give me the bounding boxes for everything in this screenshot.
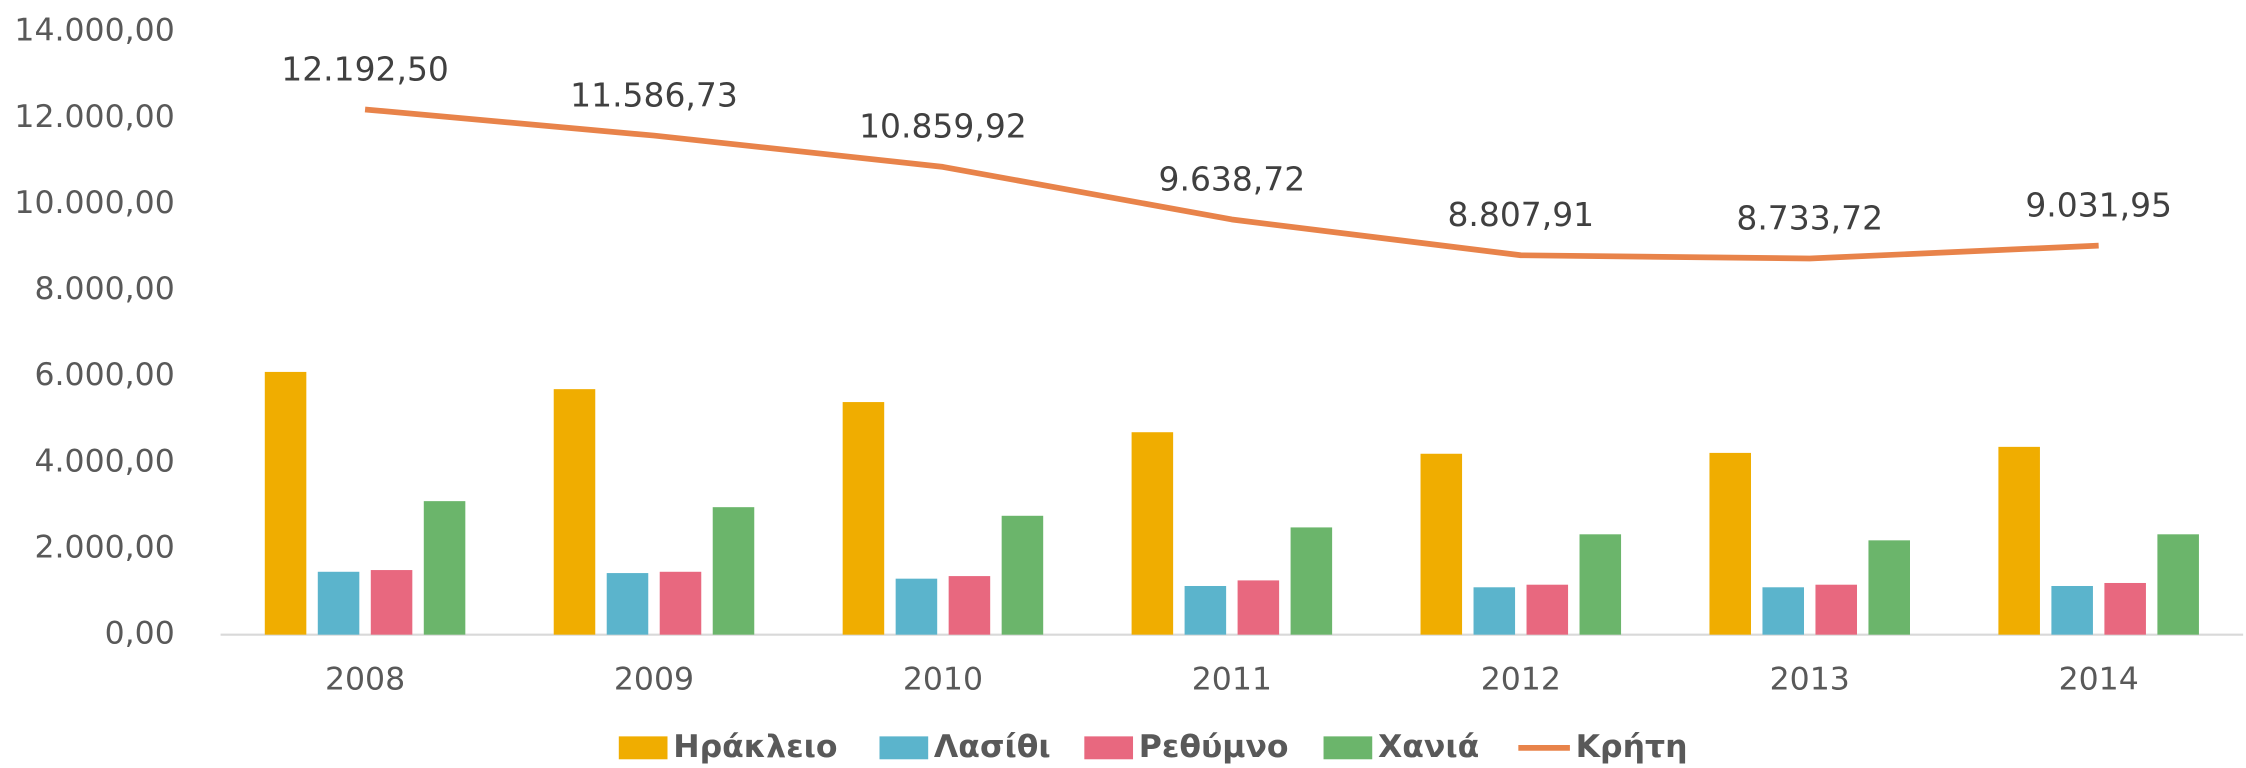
y-tick-label: 10.000,00 [14,185,174,221]
bar [1762,587,1805,635]
y-tick-label: 6.000,00 [34,357,174,393]
bar [553,389,596,635]
bar [1420,453,1463,635]
y-tick-label: 8.000,00 [34,271,174,307]
bar [2104,582,2146,635]
bar [317,571,360,635]
legend-label: Χανιά [1378,729,1479,765]
bar [1290,527,1333,635]
bar [370,570,413,635]
bar [2157,534,2199,635]
bar [1868,540,1911,635]
data-label: 11.586,73 [570,75,738,114]
legend-swatch [618,736,668,760]
x-tick-label: 2009 [614,662,694,698]
bar [659,571,702,635]
bar [1131,432,1174,635]
y-tick-label: 0,00 [105,616,175,652]
bar [1579,534,1622,635]
legend-label: Ηράκλειο [673,729,837,765]
legend-label: Λασίθι [934,729,1051,765]
data-label: 10.859,92 [859,107,1027,146]
y-tick-label: 14.000,00 [14,13,174,49]
bar [1237,580,1280,635]
x-tick-label: 2012 [1481,662,1561,698]
bar [1815,584,1858,635]
legend-label: Ρεθύμνο [1139,729,1289,765]
legend-swatch [1323,736,1373,760]
bar [1526,584,1569,635]
bar [712,507,755,635]
y-tick-label: 12.000,00 [14,99,174,135]
bar [1709,452,1752,635]
x-tick-label: 2011 [1192,662,1272,698]
bar [2051,585,2093,635]
legend-swatch [1084,736,1134,760]
x-tick-label: 2008 [325,662,405,698]
bar [606,573,649,635]
legend-label: Κρήτη [1576,729,1688,765]
data-label: 8.733,72 [1736,198,1883,237]
bar [1473,587,1516,635]
x-tick-label: 2010 [903,662,983,698]
legend-swatch [879,736,929,760]
x-tick-label: 2013 [1770,662,1850,698]
data-label: 8.807,91 [1447,195,1594,234]
bar [423,501,466,635]
bar [842,402,885,635]
bar [1998,446,2040,635]
bar [895,578,938,635]
x-tick-label: 2014 [2059,662,2139,698]
y-tick-label: 2.000,00 [34,530,174,566]
bar [948,576,991,635]
bar [264,371,307,635]
data-label: 9.031,95 [2025,185,2172,224]
bar [1184,585,1227,635]
line [364,106,2099,262]
data-label: 12.192,50 [281,49,449,88]
bar [1001,515,1044,635]
y-tick-label: 4.000,00 [34,443,174,479]
data-label: 9.638,72 [1159,159,1306,198]
